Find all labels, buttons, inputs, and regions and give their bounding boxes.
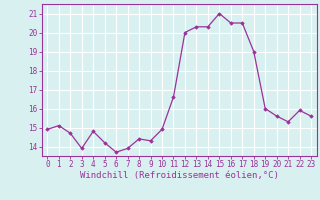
X-axis label: Windchill (Refroidissement éolien,°C): Windchill (Refroidissement éolien,°C) xyxy=(80,171,279,180)
